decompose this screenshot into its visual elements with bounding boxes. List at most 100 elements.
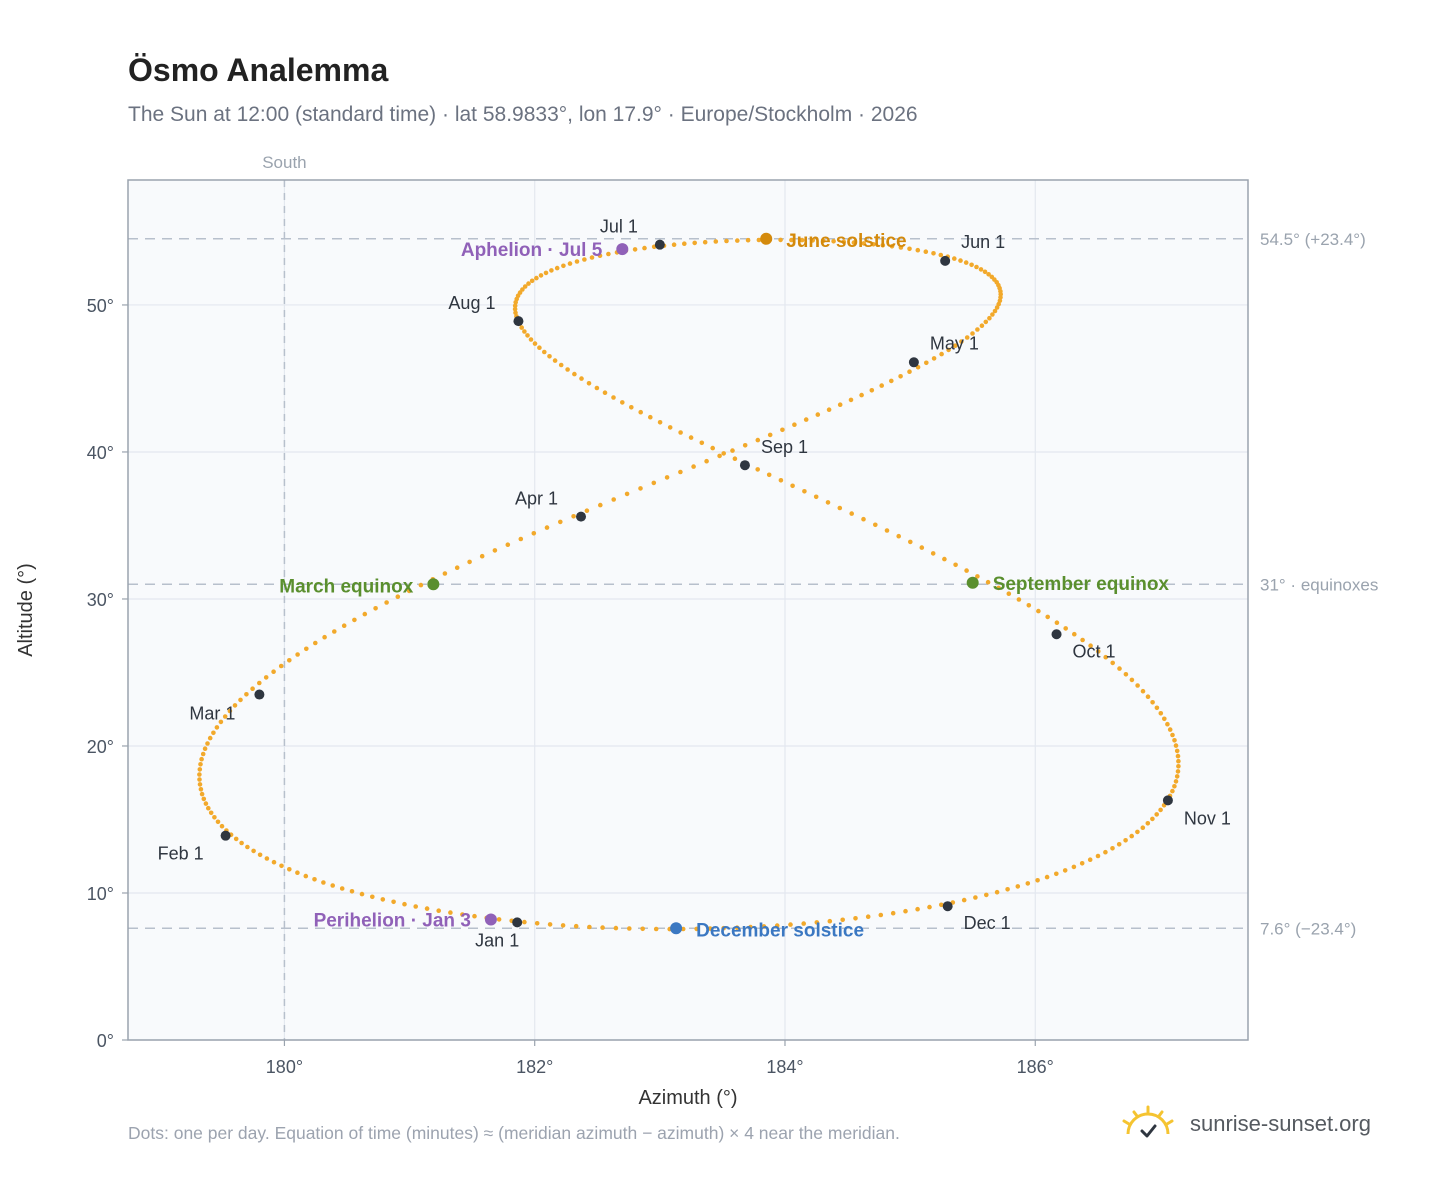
daily-dot xyxy=(207,735,213,741)
daily-dot xyxy=(931,356,937,361)
daily-dot xyxy=(1154,812,1159,817)
daily-dot xyxy=(245,844,250,850)
daily-dot xyxy=(1150,816,1155,822)
month-label: May 1 xyxy=(930,333,979,353)
daily-dot xyxy=(598,502,603,508)
daily-dot xyxy=(238,697,243,703)
daily-dot xyxy=(721,451,726,456)
y-tick-label: 0° xyxy=(97,1031,114,1051)
brand[interactable]: sunrise-sunset.org xyxy=(1120,1102,1371,1146)
daily-dot xyxy=(597,253,603,258)
daily-dot xyxy=(1123,838,1128,843)
daily-dot xyxy=(820,238,826,244)
daily-dot xyxy=(448,910,453,915)
daily-dot xyxy=(611,497,616,502)
daily-dot xyxy=(756,237,762,243)
equinox-marker xyxy=(427,578,440,591)
event-label: Aphelion · Jul 5 xyxy=(461,240,603,261)
daily-dot xyxy=(321,880,326,885)
daily-dot xyxy=(522,284,528,289)
daily-dot xyxy=(992,308,998,314)
daily-dot xyxy=(1015,884,1021,889)
daily-dot xyxy=(974,264,979,270)
daily-dot xyxy=(198,762,203,767)
daily-dot xyxy=(1072,631,1077,637)
daily-dot xyxy=(896,533,901,539)
daily-dot xyxy=(560,923,566,928)
daily-dot xyxy=(263,675,269,680)
daily-dot xyxy=(963,260,969,265)
daily-dot xyxy=(402,901,407,907)
daily-dot xyxy=(1044,874,1050,880)
daily-dot xyxy=(713,239,719,244)
daily-dot xyxy=(840,917,845,923)
daily-dot xyxy=(985,579,991,585)
daily-dot xyxy=(1080,637,1085,643)
daily-dot xyxy=(952,256,957,261)
daily-dot xyxy=(1054,871,1059,877)
daily-dot xyxy=(211,730,216,736)
daily-dot xyxy=(986,272,991,277)
daily-dot xyxy=(975,327,980,332)
daily-dot xyxy=(789,237,794,243)
daily-dot xyxy=(748,924,753,930)
month-label: Jan 1 xyxy=(475,930,519,950)
daily-dot xyxy=(825,500,831,505)
daily-dot xyxy=(848,397,854,403)
daily-dot xyxy=(778,478,784,483)
daily-dot xyxy=(903,908,908,914)
daily-dot xyxy=(990,312,995,317)
daily-dot xyxy=(199,756,204,762)
daily-dot xyxy=(946,347,951,353)
daily-dot xyxy=(942,556,947,562)
daily-dot xyxy=(304,646,309,652)
analemma-curve xyxy=(197,237,1181,932)
daily-dot xyxy=(865,914,871,919)
daily-dot xyxy=(295,652,300,657)
daily-dot xyxy=(1175,753,1181,759)
chart-title: Ösmo Analemma xyxy=(128,52,389,88)
daily-dot xyxy=(330,883,336,888)
daily-dot xyxy=(1167,727,1173,732)
daily-dot xyxy=(1026,603,1032,608)
daily-dot xyxy=(1170,732,1175,738)
daily-dot xyxy=(1145,694,1151,699)
daily-dot xyxy=(970,331,975,336)
daily-dot xyxy=(544,525,550,530)
month-label: Nov 1 xyxy=(1184,808,1231,828)
event-label: March equinox xyxy=(279,576,414,597)
daily-dot xyxy=(792,422,797,428)
daily-dot xyxy=(472,913,477,919)
plot-area xyxy=(128,180,1248,1040)
daily-dot xyxy=(678,469,683,475)
daily-dot xyxy=(233,836,239,842)
month-label: Mar 1 xyxy=(189,704,235,724)
daily-dot xyxy=(313,640,318,646)
chart-subtitle: The Sun at 12:00 (standard time) · lat 5… xyxy=(128,103,918,126)
daily-dot xyxy=(1129,833,1134,839)
daily-dot xyxy=(869,388,875,393)
daily-dot xyxy=(810,238,815,243)
daily-dot xyxy=(526,281,531,286)
daily-dot xyxy=(589,255,595,260)
daily-dot xyxy=(558,519,563,525)
daily-dot xyxy=(492,548,498,553)
daily-dot xyxy=(532,341,538,346)
daily-dot xyxy=(859,392,864,398)
daily-dot xyxy=(624,491,630,497)
daily-dot xyxy=(837,402,843,408)
marker-labels: Jan 1 Feb 1 Mar 1 Apr 1 May 1 Jun 1 Jul 1 Aug 1… xyxy=(158,217,1231,951)
daily-dot xyxy=(1176,758,1181,764)
daily-dot xyxy=(923,249,929,254)
daily-dot xyxy=(620,400,625,405)
daily-dot xyxy=(257,852,263,858)
daily-dot xyxy=(1088,643,1093,648)
plot-frame xyxy=(127,179,1249,1041)
daily-dot xyxy=(788,922,793,927)
daily-dot xyxy=(889,244,895,249)
daily-dot xyxy=(287,867,292,872)
daily-dot xyxy=(522,919,527,925)
june-solstice-marker xyxy=(760,232,773,245)
daily-dot xyxy=(861,241,867,246)
daily-dot xyxy=(667,425,673,430)
